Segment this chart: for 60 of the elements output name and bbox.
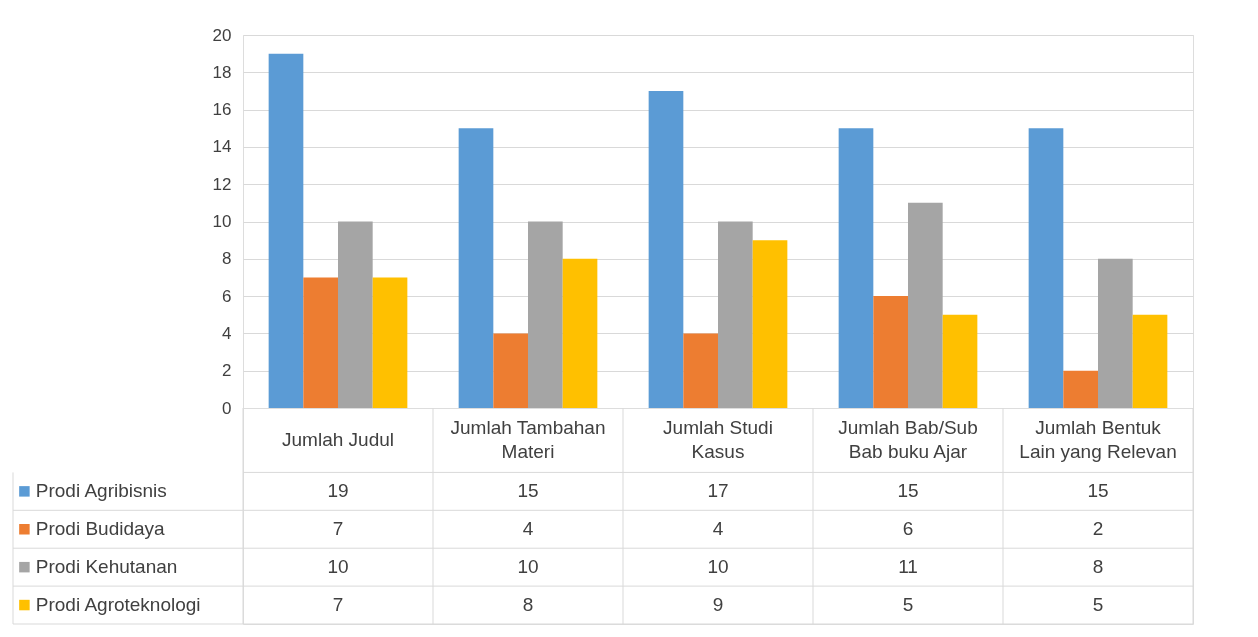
data-label: 4 xyxy=(712,518,724,540)
x-tick-label: Jumlah Tambahan Materi xyxy=(450,417,606,463)
x-tick-label: Jumlah Studi Kasus xyxy=(663,417,773,463)
data-label: 8 xyxy=(522,594,534,616)
x-tick-label: Jumlah Bab/Sub Bab buku Ajar xyxy=(838,417,978,463)
data-label: 7 xyxy=(332,518,344,540)
bar xyxy=(838,128,874,408)
bar xyxy=(338,221,373,408)
data-label: 15 xyxy=(897,480,919,502)
bar xyxy=(873,296,908,408)
data-label: 9 xyxy=(712,594,724,616)
bar xyxy=(648,90,684,408)
y-tick-label: 14 xyxy=(212,137,232,157)
bar xyxy=(942,314,978,408)
data-label: 15 xyxy=(1087,480,1109,502)
data-label: 4 xyxy=(522,518,534,540)
legend-label: Prodi Agribisnis xyxy=(35,480,167,502)
data-label: 10 xyxy=(327,556,349,578)
bar xyxy=(752,240,788,408)
legend-label: Prodi Agroteknologi xyxy=(35,594,201,616)
bar xyxy=(303,277,338,408)
bar xyxy=(1063,370,1098,408)
y-tick-label: 16 xyxy=(212,100,232,120)
y-tick-label: 2 xyxy=(222,361,232,381)
y-tick-label: 8 xyxy=(222,249,232,269)
data-label: 6 xyxy=(902,518,914,540)
bar xyxy=(1028,128,1064,408)
bar xyxy=(718,221,753,408)
y-tick-label: 6 xyxy=(222,286,232,306)
data-label: 10 xyxy=(517,556,539,578)
bar xyxy=(683,333,718,408)
data-label: 19 xyxy=(327,480,349,502)
data-label: 10 xyxy=(707,556,729,578)
legend-label: Prodi Kehutanan xyxy=(35,556,178,578)
data-label: 17 xyxy=(707,480,729,502)
y-tick-label: 0 xyxy=(222,398,232,418)
bar xyxy=(1098,258,1133,408)
data-label: 5 xyxy=(902,594,914,616)
y-tick-label: 4 xyxy=(222,323,232,343)
data-label: 5 xyxy=(1092,594,1104,616)
bar xyxy=(908,202,943,408)
y-tick-label: 12 xyxy=(212,174,232,194)
data-label: 8 xyxy=(1092,556,1104,578)
legend-label: Prodi Budidaya xyxy=(35,518,166,540)
bar xyxy=(372,277,408,408)
bar xyxy=(528,221,563,408)
bar xyxy=(268,53,304,408)
bar xyxy=(458,128,494,408)
x-tick-label: Jumlah Judul xyxy=(282,429,394,451)
y-tick-label: 20 xyxy=(212,25,232,45)
data-label: 7 xyxy=(332,594,344,616)
y-tick-label: 10 xyxy=(212,212,232,231)
x-tick-label: Jumlah Bentuk Lain yang Relevan xyxy=(1019,417,1177,463)
y-tick-label: 18 xyxy=(212,62,232,82)
data-label: 2 xyxy=(1092,518,1104,540)
data-label: 11 xyxy=(898,556,918,578)
bar xyxy=(562,258,598,408)
bar xyxy=(1132,314,1168,408)
bar xyxy=(493,333,528,408)
data-label: 15 xyxy=(517,480,539,502)
